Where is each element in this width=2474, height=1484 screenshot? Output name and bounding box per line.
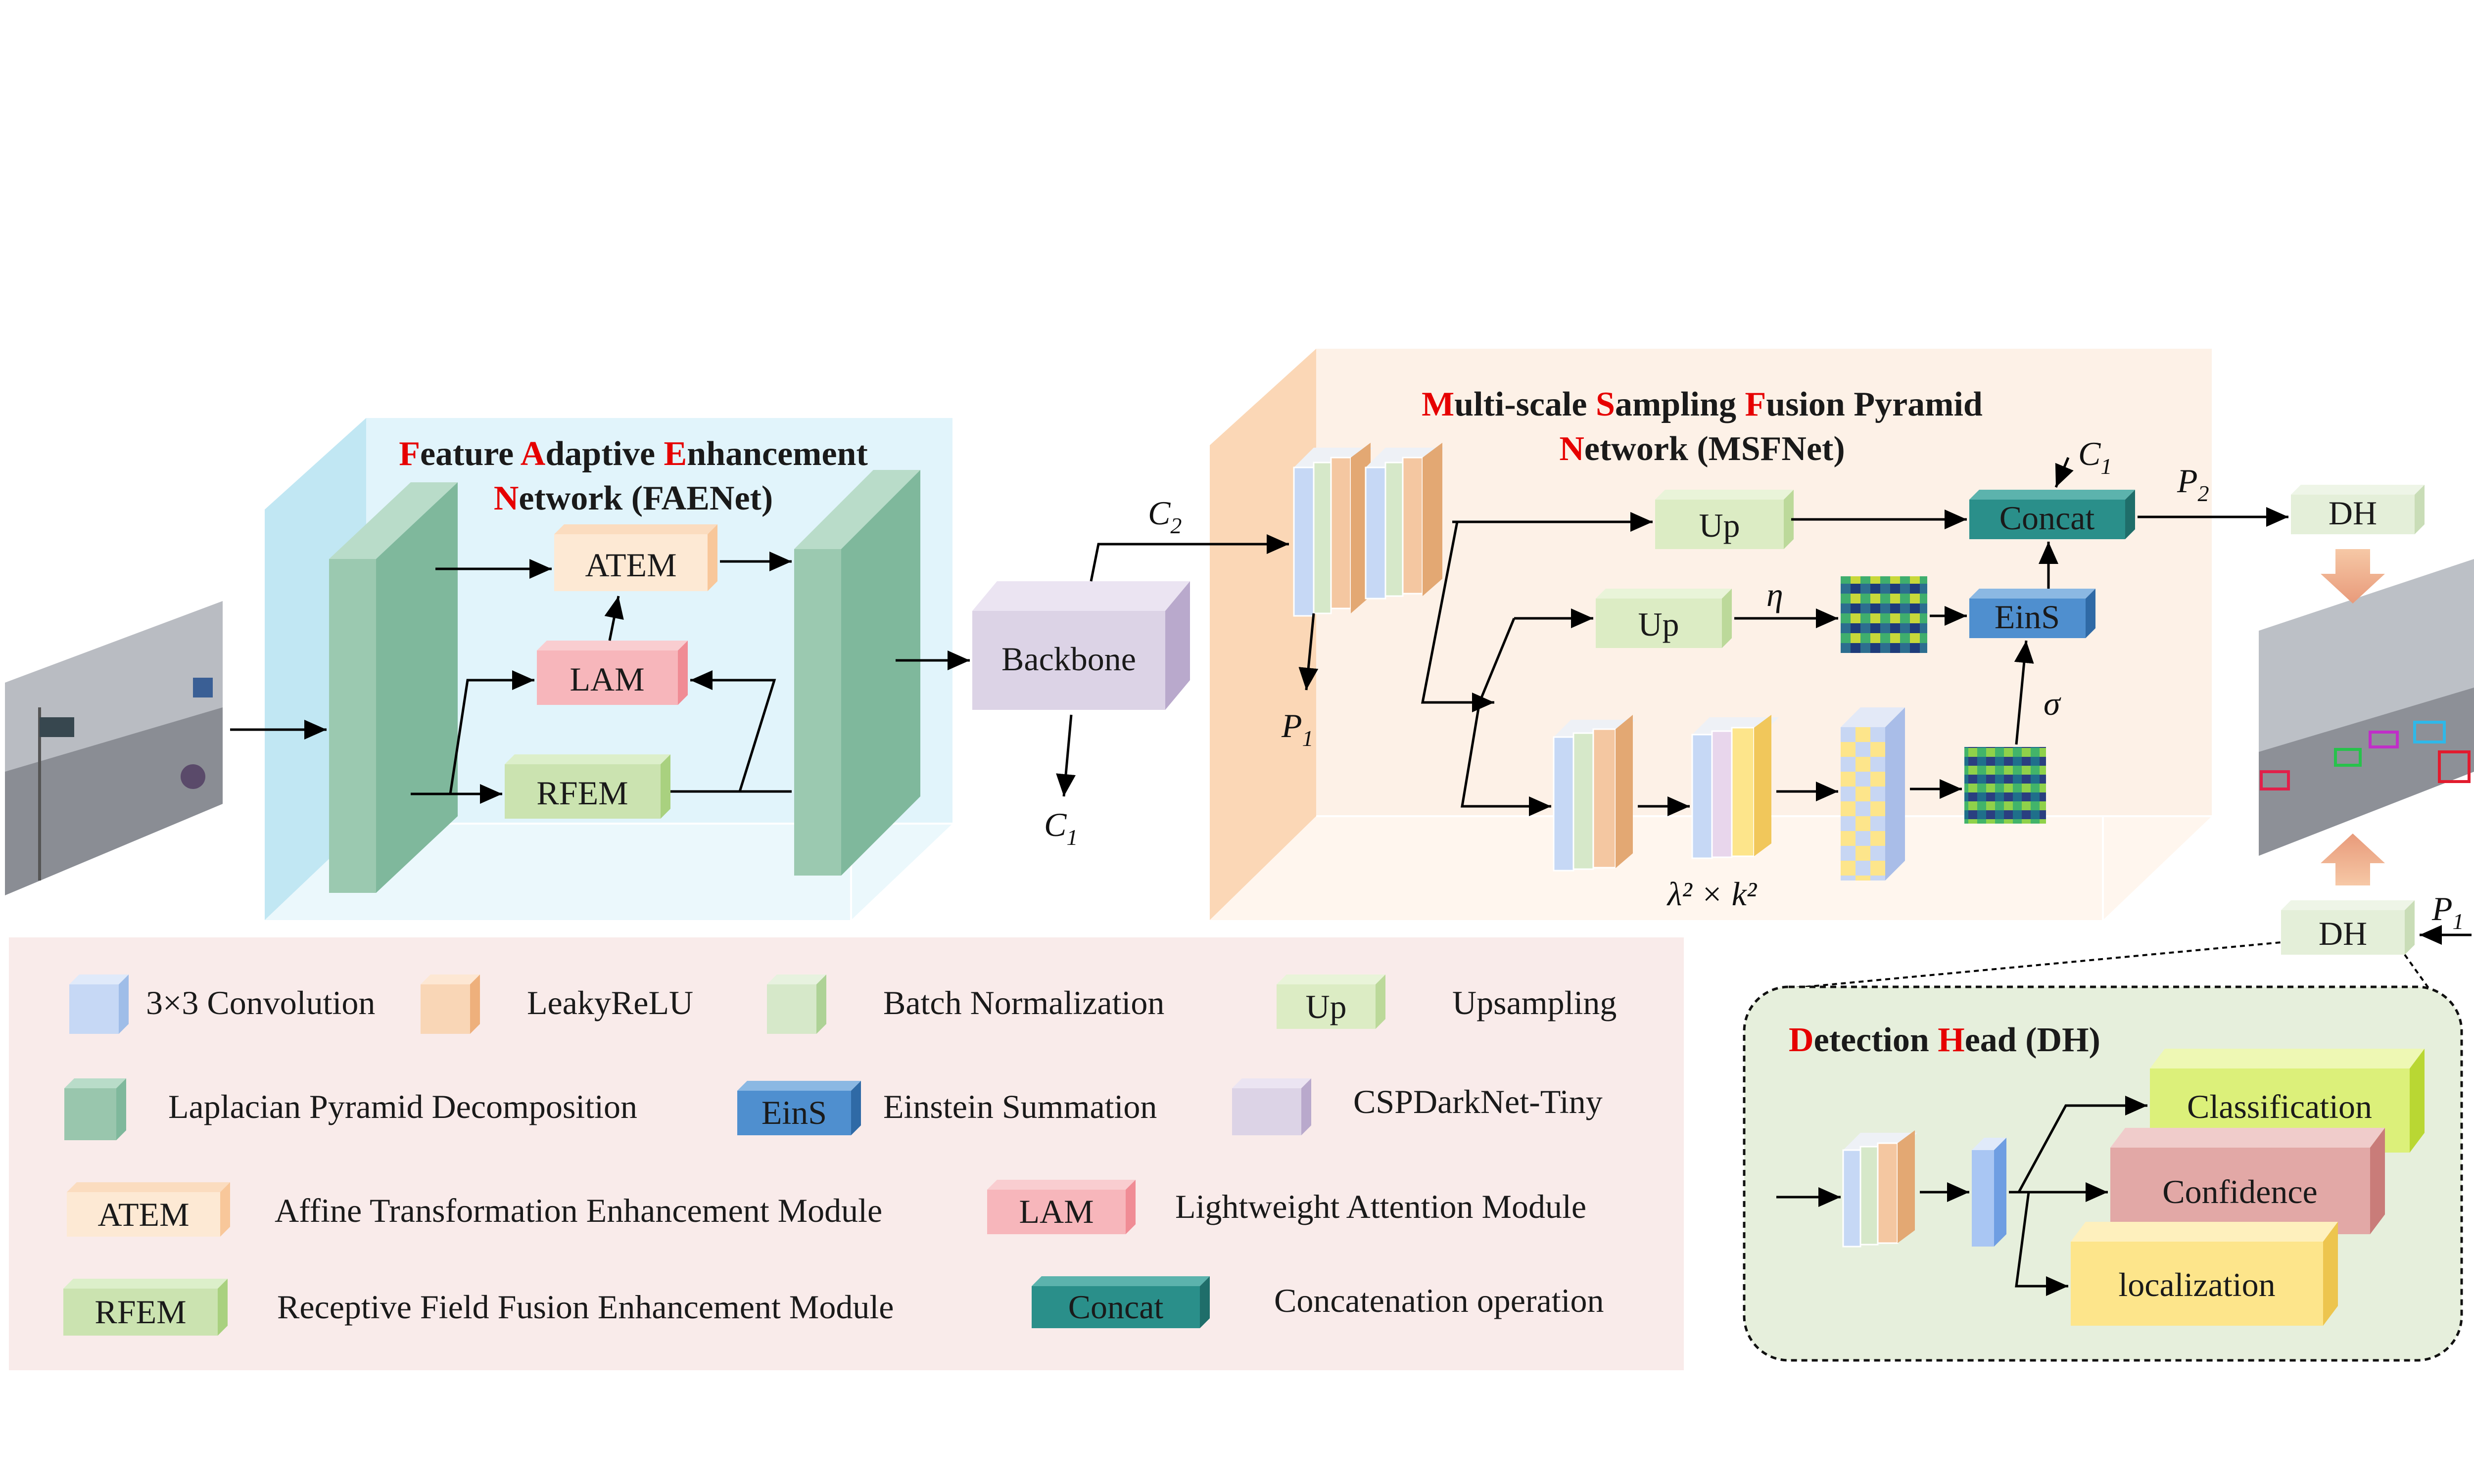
checker-block xyxy=(1841,707,1905,881)
classification-label: Classification xyxy=(2187,1088,2372,1125)
legend-bn-swatch xyxy=(767,974,826,1034)
dh-top-block: DH xyxy=(2291,485,2425,534)
legend-eins-text: Einstein Summation xyxy=(883,1088,1157,1125)
p1-arrow xyxy=(1298,613,1319,691)
dh-top-label: DH xyxy=(2329,494,2377,532)
dh-down-arrow xyxy=(2321,549,2385,603)
legend-leaky-text: LeakyReLU xyxy=(527,984,693,1021)
legend-up-text: Upsampling xyxy=(1452,984,1617,1021)
legend-lap-text: Laplacian Pyramid Decomposition xyxy=(168,1088,637,1125)
faenet-title-line1: Feature Adaptive Enhancement xyxy=(399,435,868,473)
laplacian-block-left xyxy=(329,482,458,893)
p1-right-label: P1 xyxy=(2431,890,2464,934)
legend-concat-swatch: Concat xyxy=(1032,1276,1210,1328)
legend-eins-swatch: EinS xyxy=(737,1081,861,1135)
dh-conv-block xyxy=(1972,1138,2006,1247)
lambda-k-label: λ² × k² xyxy=(1666,875,1758,913)
lam-block: LAM xyxy=(537,641,688,705)
feature-stack-2 xyxy=(1553,715,1635,872)
legend-atem-box-label: ATEM xyxy=(97,1196,189,1233)
p2-label: P2 xyxy=(2177,462,2209,506)
legend-atem-swatch: ATEM xyxy=(67,1182,230,1237)
legend-conv-text: 3×3 Convolution xyxy=(146,984,375,1021)
rfem-label: RFEM xyxy=(536,774,628,812)
legend-conv-swatch xyxy=(69,974,129,1034)
feature-stack-1 xyxy=(1293,443,1445,617)
msfnet-title-line1: Multi-scale Sampling Fusion Pyramid xyxy=(1422,385,1983,423)
legend-eins-box-label: EinS xyxy=(761,1094,827,1131)
faenet-title-line2: Network (FAENet) xyxy=(494,479,773,517)
backbone-arrows xyxy=(1056,534,1289,797)
dh-up-arrow xyxy=(2321,834,2385,885)
eta-label: η xyxy=(1766,576,1783,613)
c1-label: C1 xyxy=(1044,806,1078,850)
heatmap-eta xyxy=(1841,576,1927,653)
legend-concat-text: Concatenation operation xyxy=(1274,1282,1604,1319)
legend-lap-swatch xyxy=(64,1078,126,1140)
faenet-arrows xyxy=(230,552,970,804)
legend-leaky-swatch xyxy=(421,974,480,1034)
msfnet-title-line2: Network (MSFNet) xyxy=(1559,430,1845,468)
legend-csp-swatch xyxy=(1232,1078,1311,1135)
dh-bottom-label: DH xyxy=(2319,915,2367,952)
legend-concat-box-label: Concat xyxy=(1068,1288,1164,1326)
eins-label: EinS xyxy=(1995,598,2060,636)
dh-zoom-line-left xyxy=(1778,941,2282,990)
eins-block: EinS xyxy=(1969,589,2095,638)
legend-up-swatch: Up xyxy=(1277,974,1385,1029)
concat-label: Concat xyxy=(1999,499,2095,537)
legend-rfem-box-label: RFEM xyxy=(95,1293,186,1331)
up-label-1: Up xyxy=(1699,507,1740,544)
legend-bn-text: Batch Normalization xyxy=(883,984,1164,1021)
legend-lam-box-label: LAM xyxy=(1019,1193,1094,1230)
msfnet-arrows xyxy=(1421,457,2288,816)
up-block-1: Up xyxy=(1655,490,1794,549)
c1-top-label: C1 xyxy=(2078,435,2112,479)
legend-up-box-label: Up xyxy=(1305,988,1346,1025)
c2-label: C2 xyxy=(1148,494,1182,538)
laplacian-block-right xyxy=(794,470,920,876)
atem-block: ATEM xyxy=(554,524,717,591)
concat-block: Concat xyxy=(1969,490,2135,539)
dh-title: Detection Head (DH) xyxy=(1789,1021,2100,1059)
confidence-block: Confidence xyxy=(2110,1128,2385,1234)
dh-arrows xyxy=(1776,1096,2147,1296)
localization-block: localization xyxy=(2071,1222,2338,1326)
legend-panel xyxy=(9,937,1684,1370)
atem-label: ATEM xyxy=(585,546,676,584)
rfem-block: RFEM xyxy=(505,754,670,819)
p1-label: P1 xyxy=(1281,707,1314,751)
lam-label: LAM xyxy=(570,660,644,698)
dh-feature-stack xyxy=(1842,1130,1917,1248)
feature-stack-3 xyxy=(1691,715,1779,859)
legend-rfem-swatch: RFEM xyxy=(63,1279,228,1336)
legend-lam-text: Lightweight Attention Module xyxy=(1175,1188,1586,1225)
up-block-2: Up xyxy=(1596,589,1732,648)
legend-atem-text: Affine Transformation Enhancement Module xyxy=(275,1192,882,1229)
heatmap-sigma xyxy=(1964,747,2046,824)
sigma-label: σ xyxy=(2044,685,2061,722)
legend-rfem-text: Receptive Field Fusion Enhancement Modul… xyxy=(277,1288,894,1326)
output-image xyxy=(2259,559,2474,856)
localization-label: localization xyxy=(2118,1266,2275,1303)
backbone-label: Backbone xyxy=(1001,640,1136,678)
input-image xyxy=(5,601,223,895)
legend-csp-text: CSPDarkNet-Tiny xyxy=(1353,1083,1603,1120)
legend-lam-swatch: LAM xyxy=(987,1180,1136,1234)
dh-bottom-block: DH xyxy=(2281,900,2415,955)
up-label-2: Up xyxy=(1638,605,1679,643)
confidence-label: Confidence xyxy=(2162,1173,2317,1210)
backbone-block: Backbone xyxy=(972,581,1190,710)
